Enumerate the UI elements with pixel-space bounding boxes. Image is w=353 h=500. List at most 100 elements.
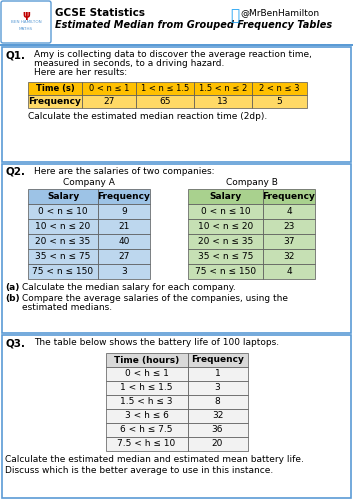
Text: 21: 21: [118, 222, 130, 231]
Text: Time (hours): Time (hours): [114, 356, 179, 364]
Bar: [263, 234, 315, 249]
Text: 5: 5: [277, 97, 282, 106]
Text: 1 < n ≤ 1.5: 1 < n ≤ 1.5: [141, 84, 189, 93]
Text: 20 < n ≤ 35: 20 < n ≤ 35: [35, 237, 91, 246]
Bar: [188, 204, 263, 219]
Text: Salary: Salary: [209, 192, 241, 201]
Bar: [98, 264, 150, 279]
Bar: [2, 47, 351, 162]
Text: 4: 4: [286, 207, 292, 216]
Text: 9: 9: [121, 207, 127, 216]
Text: Here are the salaries of two companies:: Here are the salaries of two companies:: [34, 167, 215, 176]
Bar: [98, 189, 150, 204]
Text: MATHS: MATHS: [19, 27, 33, 31]
Text: 65: 65: [159, 97, 171, 106]
Bar: [106, 381, 187, 395]
Text: 35 < n ≤ 75: 35 < n ≤ 75: [198, 252, 253, 261]
Bar: [28, 264, 98, 279]
Bar: [28, 95, 82, 108]
Bar: [263, 249, 315, 264]
Text: 🐦: 🐦: [230, 8, 239, 23]
Bar: [28, 234, 98, 249]
Bar: [188, 219, 263, 234]
Bar: [263, 264, 315, 279]
Bar: [187, 353, 247, 367]
Bar: [187, 437, 247, 451]
Text: Q3.: Q3.: [5, 338, 25, 348]
Bar: [106, 423, 187, 437]
Bar: [263, 204, 315, 219]
Bar: [82, 82, 136, 95]
Text: Company A: Company A: [63, 178, 115, 187]
Text: 7.5 < h ≤ 10: 7.5 < h ≤ 10: [118, 440, 176, 448]
Bar: [28, 82, 82, 95]
Text: 6 < h ≤ 7.5: 6 < h ≤ 7.5: [120, 426, 173, 434]
Bar: [194, 95, 252, 108]
Bar: [136, 82, 194, 95]
Text: 3: 3: [215, 384, 220, 392]
Text: Here are her results:: Here are her results:: [34, 68, 127, 77]
Text: 32: 32: [212, 412, 223, 420]
Bar: [252, 95, 307, 108]
Text: Frequency: Frequency: [263, 192, 316, 201]
Bar: [187, 395, 247, 409]
Text: Frequency: Frequency: [29, 97, 82, 106]
Text: 3 < h ≤ 6: 3 < h ≤ 6: [125, 412, 168, 420]
Text: 10 < n ≤ 20: 10 < n ≤ 20: [198, 222, 253, 231]
Text: 0 < h ≤ 1: 0 < h ≤ 1: [125, 370, 168, 378]
Text: (b): (b): [5, 294, 20, 303]
Bar: [82, 95, 136, 108]
Text: 20 < n ≤ 35: 20 < n ≤ 35: [198, 237, 253, 246]
Bar: [187, 367, 247, 381]
Text: ψ: ψ: [22, 10, 30, 20]
Text: 1: 1: [215, 370, 220, 378]
Bar: [106, 367, 187, 381]
Bar: [187, 409, 247, 423]
Bar: [188, 234, 263, 249]
Bar: [263, 189, 315, 204]
Bar: [252, 82, 307, 95]
Bar: [136, 95, 194, 108]
Bar: [98, 219, 150, 234]
Text: Company B: Company B: [226, 178, 277, 187]
Text: 75 < n ≤ 150: 75 < n ≤ 150: [32, 267, 94, 276]
Text: 20: 20: [212, 440, 223, 448]
Bar: [188, 189, 263, 204]
Text: 37: 37: [283, 237, 295, 246]
Text: Salary: Salary: [47, 192, 79, 201]
Text: Estimated Median from Grouped Frequency Tables: Estimated Median from Grouped Frequency …: [55, 20, 332, 30]
Text: estimated medians.: estimated medians.: [22, 303, 112, 312]
Text: (a): (a): [5, 283, 19, 292]
Text: 3: 3: [121, 267, 127, 276]
Bar: [28, 204, 98, 219]
Text: 4: 4: [286, 267, 292, 276]
Text: Frequency: Frequency: [191, 356, 244, 364]
FancyBboxPatch shape: [1, 1, 51, 43]
Bar: [187, 381, 247, 395]
Text: Calculate the estimated median and estimated mean battery life.: Calculate the estimated median and estim…: [5, 455, 304, 464]
Bar: [28, 219, 98, 234]
Text: Time (s): Time (s): [36, 84, 74, 93]
Text: Q2.: Q2.: [5, 167, 25, 177]
Text: 40: 40: [118, 237, 130, 246]
Bar: [194, 82, 252, 95]
Text: 1.5 < h ≤ 3: 1.5 < h ≤ 3: [120, 398, 173, 406]
Text: 27: 27: [118, 252, 130, 261]
Bar: [98, 249, 150, 264]
Text: Compare the average salaries of the companies, using the: Compare the average salaries of the comp…: [22, 294, 288, 303]
Text: 35 < n ≤ 75: 35 < n ≤ 75: [35, 252, 91, 261]
Bar: [2, 164, 351, 333]
Text: 1 < h ≤ 1.5: 1 < h ≤ 1.5: [120, 384, 173, 392]
Text: 32: 32: [283, 252, 295, 261]
Text: Frequency: Frequency: [97, 192, 150, 201]
Bar: [0, 44, 353, 46]
Text: 13: 13: [217, 97, 229, 106]
Bar: [98, 234, 150, 249]
Text: 27: 27: [103, 97, 115, 106]
Text: The table below shows the battery life of 100 laptops.: The table below shows the battery life o…: [34, 338, 279, 347]
Bar: [106, 409, 187, 423]
Text: measured in seconds, to a driving hazard.: measured in seconds, to a driving hazard…: [34, 59, 225, 68]
Text: 0 < n ≤ 1: 0 < n ≤ 1: [89, 84, 129, 93]
Text: Calculate the median salary for each company.: Calculate the median salary for each com…: [22, 283, 236, 292]
Bar: [106, 353, 187, 367]
